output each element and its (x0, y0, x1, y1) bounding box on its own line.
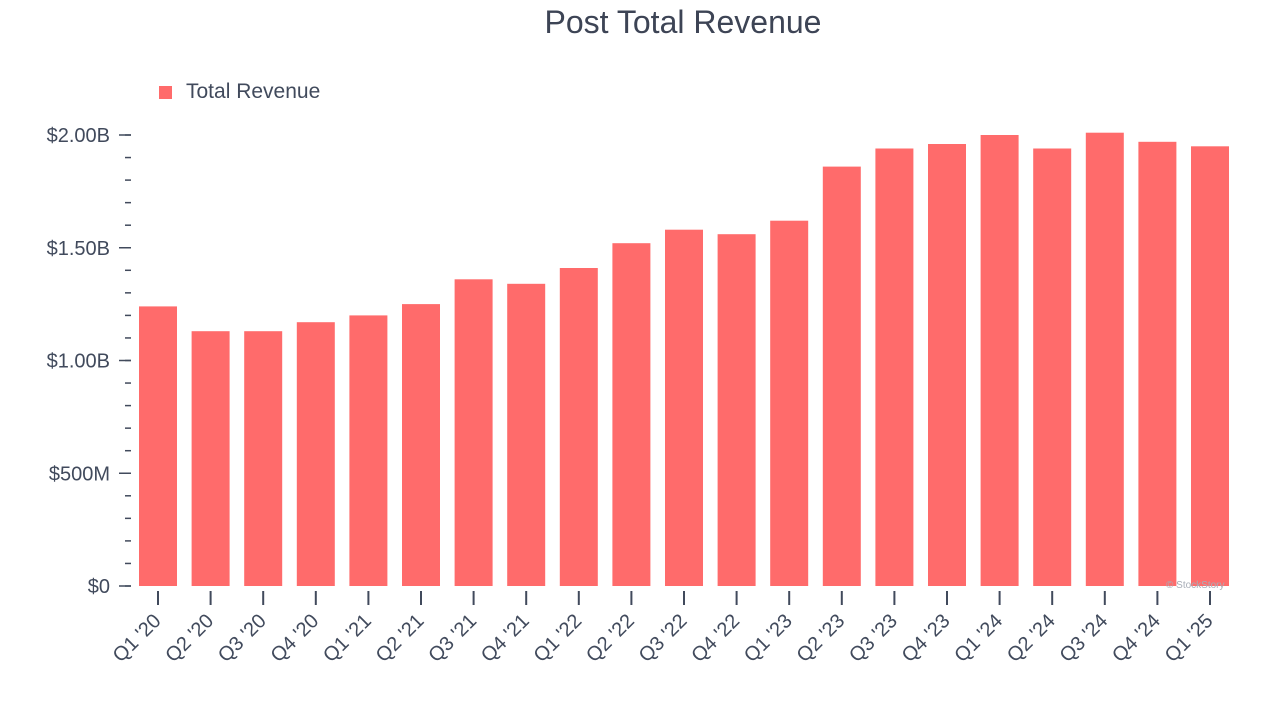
bar (1191, 146, 1229, 587)
legend-swatch (159, 85, 172, 99)
bar (296, 322, 335, 586)
x-tick-label: Q3 '24 (1056, 610, 1113, 667)
x-tick-label: Q3 '20 (214, 610, 271, 667)
x-tick-label: Q1 '24 (950, 610, 1007, 667)
x-tick-label: Q4 '24 (1108, 610, 1165, 667)
bar (244, 331, 283, 586)
legend: Total Revenue (159, 80, 320, 104)
y-tick-label: $2.00B (47, 125, 110, 147)
y-axis: $0 $500M $1.00B $1.50B $2.00B (47, 125, 131, 598)
y-tick-label: $1.00B (47, 351, 110, 373)
bar (349, 315, 388, 586)
x-tick-label: Q4 '21 (477, 610, 534, 667)
bar (980, 135, 1019, 586)
bar (191, 331, 230, 586)
bar (454, 279, 493, 586)
x-tick-label: Q2 '21 (372, 610, 429, 667)
x-tick-label: Q1 '22 (530, 610, 587, 667)
x-tick-label: Q4 '23 (898, 610, 955, 667)
bar (875, 148, 914, 586)
x-tick-label: Q3 '22 (635, 610, 692, 667)
y-tick-label: $0 (88, 576, 110, 598)
bar (770, 220, 809, 586)
bar (139, 306, 177, 586)
bars (139, 132, 1229, 587)
x-tick-label: Q1 '20 (109, 610, 166, 667)
x-tick-label: Q3 '21 (424, 610, 481, 667)
x-tick-label: Q2 '20 (161, 610, 218, 667)
chart-title: Post Total Revenue (544, 4, 822, 40)
x-tick-label: Q4 '20 (267, 610, 324, 667)
legend-label: Total Revenue (186, 80, 321, 103)
y-tick-label: $500M (49, 463, 110, 485)
x-tick-label: Q2 '23 (793, 610, 850, 667)
bar (612, 243, 651, 586)
bar (402, 304, 440, 586)
bar (1033, 148, 1072, 586)
y-tick-label: $1.50B (47, 238, 110, 260)
x-tick-label: Q4 '22 (687, 610, 744, 667)
bar (1085, 132, 1124, 586)
x-tick-label: Q1 '23 (740, 610, 797, 667)
bar (559, 268, 598, 586)
watermark: © StockStory (1166, 580, 1225, 591)
bar (507, 283, 546, 586)
bar (717, 234, 756, 586)
x-tick-label: Q1 '25 (1161, 610, 1218, 667)
x-tick-label: Q3 '23 (845, 610, 902, 667)
x-tick-label: Q2 '24 (1003, 610, 1060, 667)
bar (822, 166, 861, 586)
bar (928, 144, 966, 586)
bar (665, 229, 703, 586)
x-tick-label: Q1 '21 (319, 610, 376, 667)
x-tick-label: Q2 '22 (582, 610, 639, 667)
bar (1138, 141, 1177, 587)
